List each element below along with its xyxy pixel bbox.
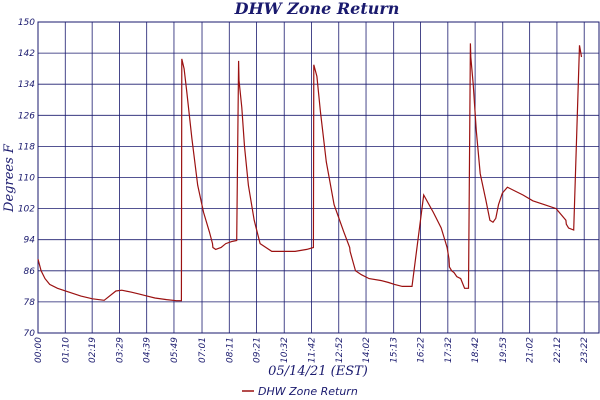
x-tick-label: 08:11 — [225, 337, 235, 363]
x-tick-label: 00:00 — [34, 337, 44, 363]
chart-title: DHW Zone Return — [234, 0, 400, 18]
x-tick-label: 05:49 — [170, 337, 180, 363]
legend: DHW Zone Return — [242, 385, 358, 398]
x-axis-label: 05/14/21 (EST) — [268, 364, 368, 379]
y-tick-label: 118 — [18, 142, 35, 152]
x-tick-label: 18:42 — [471, 337, 481, 363]
y-tick-label: 126 — [18, 111, 35, 121]
x-tick-label: 02:19 — [88, 337, 98, 363]
x-tick-label: 01:10 — [61, 337, 71, 363]
x-tick-label: 15:13 — [390, 337, 400, 363]
series-line-dhw-zone-return — [37, 43, 583, 302]
x-tick-label: 04:39 — [143, 337, 153, 363]
x-tick-label: 21:02 — [526, 337, 536, 363]
y-tick-label: 150 — [18, 18, 35, 28]
x-tick-labels: 00:00 01:10 02:19 03:29 04:39 05:49 07:01 08:11… — [34, 337, 590, 363]
y-tick-label: 142 — [18, 49, 35, 59]
x-tick-label: 07:01 — [198, 337, 208, 363]
y-tick-label: 78 — [24, 298, 36, 308]
plot-area-border — [37, 21, 600, 334]
y-tick-label: 70 — [24, 329, 36, 339]
y-tick-label: 134 — [18, 80, 35, 90]
y-axis-label: Degrees F — [2, 143, 17, 213]
x-tick-label: 14:02 — [362, 337, 372, 363]
x-tick-label: 22:12 — [553, 337, 563, 363]
x-tick-label: 10:32 — [280, 337, 290, 363]
x-tick-label: 09:21 — [253, 337, 263, 363]
x-tick-label: 12:52 — [335, 337, 345, 363]
x-tick-label: 11:42 — [307, 337, 317, 363]
x-tick-label: 23:22 — [580, 337, 590, 363]
x-tick-label: 19:53 — [499, 337, 509, 363]
grid-lines — [37, 21, 599, 334]
legend-label: DHW Zone Return — [258, 385, 358, 398]
y-tick-label: 94 — [24, 236, 36, 246]
x-tick-label: 17:32 — [444, 337, 454, 363]
y-tick-labels: 70 78 86 94 102 110 118 126 134 142 150 — [18, 18, 35, 339]
x-tick-label: 16:22 — [417, 337, 427, 363]
y-tick-label: 110 — [18, 174, 35, 184]
y-tick-label: 86 — [24, 267, 36, 277]
y-tick-label: 102 — [18, 205, 35, 215]
x-tick-label: 03:29 — [115, 337, 125, 363]
